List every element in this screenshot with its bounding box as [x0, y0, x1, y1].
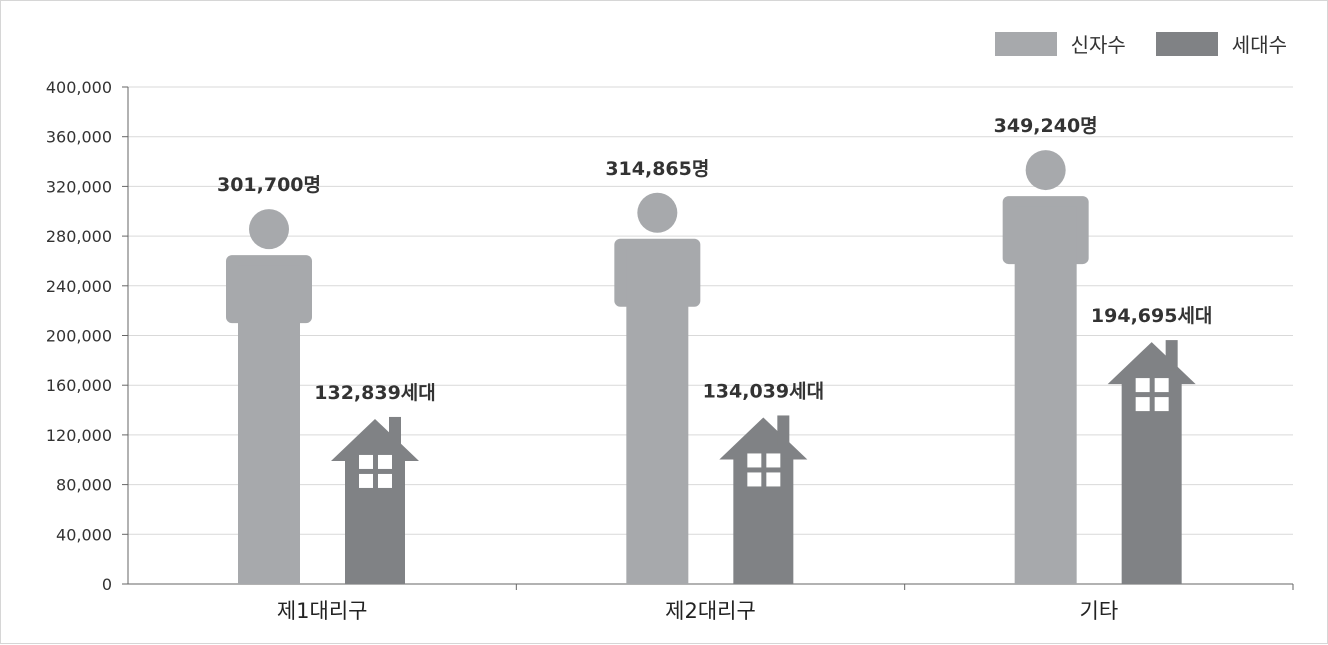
y-tick-label: 240,000: [46, 277, 112, 296]
x-tick-label: 기타: [1080, 599, 1119, 623]
households-data-label: 134,039세대: [703, 380, 825, 402]
legend: 신자수 세대수: [965, 29, 1287, 58]
person-part: [637, 192, 678, 233]
x-tick-label: 제1대리구: [277, 599, 368, 623]
y-tick-label: 200,000: [46, 327, 112, 346]
believers-data-label: 349,240명: [994, 115, 1098, 137]
legend-label-households: 세대수: [1231, 33, 1287, 57]
y-tick-label: 280,000: [46, 227, 112, 246]
house-part: [733, 458, 794, 584]
house-part: [1135, 397, 1150, 412]
person-part: [1025, 150, 1066, 191]
house-part: [359, 473, 373, 488]
y-tick-label: 40,000: [56, 525, 112, 544]
households-house-icon: [719, 415, 808, 584]
person-part: [238, 265, 300, 584]
y-tick-label: 360,000: [46, 128, 112, 147]
households-house-icon: [1107, 340, 1196, 584]
households-data-label: 132,839세대: [314, 382, 436, 404]
person-part: [249, 209, 289, 250]
house-part: [766, 472, 781, 487]
house-part: [1107, 342, 1196, 385]
person-part: [626, 248, 689, 584]
believers-data-label: 314,865명: [605, 158, 709, 180]
house-part: [378, 454, 392, 469]
house-part: [777, 415, 790, 446]
house-part: [389, 416, 401, 447]
x-tick-label: 제2대리구: [665, 599, 756, 623]
households-house-icon: [331, 416, 419, 584]
believers-data-label: 301,700명: [217, 174, 321, 196]
y-tick-label: 80,000: [56, 476, 112, 495]
house-part: [719, 417, 808, 460]
legend-swatch-believers: [994, 31, 1057, 56]
house-part: [747, 453, 762, 468]
house-part: [378, 473, 392, 488]
y-tick-label: 400,000: [46, 78, 112, 97]
legend-item-households: 세대수: [1155, 29, 1287, 58]
house-part: [1165, 340, 1178, 371]
believers-person-icon: [226, 209, 312, 584]
house-part: [1121, 383, 1182, 584]
y-tick-label: 320,000: [46, 177, 112, 196]
house-part: [331, 418, 419, 461]
households-data-label: 194,695세대: [1091, 305, 1213, 327]
believers-person-icon: [614, 192, 701, 584]
person-part: [1014, 206, 1077, 584]
legend-label-believers: 신자수: [1070, 33, 1126, 57]
house-part: [1135, 378, 1150, 393]
legend-swatch-households: [1155, 31, 1218, 56]
house-part: [1154, 397, 1169, 412]
y-tick-label: 0: [102, 575, 112, 594]
y-tick-label: 160,000: [46, 376, 112, 395]
house-part: [359, 454, 373, 469]
house-part: [747, 472, 762, 487]
house-part: [345, 459, 405, 584]
y-tick-label: 120,000: [46, 426, 112, 445]
legend-item-believers: 신자수: [994, 29, 1126, 58]
house-part: [1154, 378, 1169, 393]
house-part: [766, 453, 781, 468]
believers-person-icon: [1002, 150, 1089, 584]
